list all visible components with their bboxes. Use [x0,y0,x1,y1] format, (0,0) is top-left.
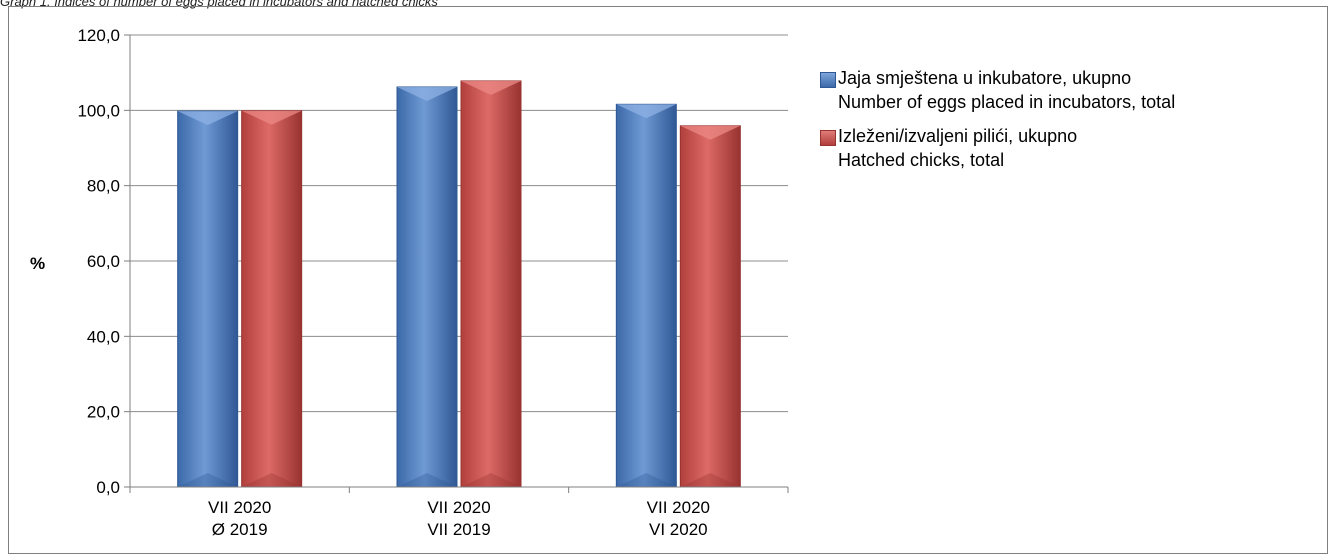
bar-bevel [177,111,238,126]
legend-label-eggs-line1: Jaja smještena u inkubatore, ukupno [838,68,1132,88]
chart-frame [8,6,1328,554]
bar [241,110,303,488]
bar [396,86,458,488]
y-tick-label: 120,0 [77,26,120,45]
y-tick-label: 0,0 [96,478,120,497]
y-axis-label: % [30,254,45,273]
bar [615,103,677,488]
x-tick-label: VII 2020 [647,498,710,517]
x-tick-label: VII 2019 [427,520,490,539]
y-tick-label: 40,0 [87,327,120,346]
y-tick-label: 20,0 [87,403,120,422]
bar-bevel [616,104,677,119]
chart-legend: Jaja smještena u inkubatore, ukupno Numb… [818,66,1175,182]
bar-bevel [680,125,741,140]
x-tick-label: VI 2020 [649,520,708,539]
bar-bevel [461,473,521,487]
legend-label-chicks-line1: Izleženi/izvaljeni pilići, ukupno [838,126,1078,146]
bar-bevel [241,473,302,487]
y-tick-label: 80,0 [87,177,120,196]
bar-bevel [680,473,741,487]
x-tick-label: VII 2020 [208,498,271,517]
bar [679,125,741,488]
legend-label-chicks-line2: Hatched chicks, total [838,150,1005,170]
bar-bevel [616,473,677,487]
legend-swatch-eggs [820,72,836,88]
legend-swatch-chicks [820,130,836,146]
y-tick-label: 100,0 [77,101,120,120]
legend-label-eggs-line2: Number of eggs placed in incubators, tot… [838,92,1176,112]
bar-bevel [461,80,521,95]
legend-item-eggs: Jaja smještena u inkubatore, ukupno Numb… [818,66,1175,114]
bar [177,110,239,488]
bar-bevel [241,110,302,125]
bar-bevel [177,473,238,487]
bar [460,80,522,488]
chart-caption: Graph 1. Indices of number of eggs place… [0,0,438,9]
bar-bevel [397,86,457,101]
y-tick-label: 60,0 [87,252,120,271]
legend-item-chicks: Izleženi/izvaljeni pilići, ukupno Hatche… [818,124,1175,172]
x-tick-label: Ø 2019 [212,520,268,539]
bar-bevel [397,473,457,487]
x-tick-label: VII 2020 [427,498,490,517]
